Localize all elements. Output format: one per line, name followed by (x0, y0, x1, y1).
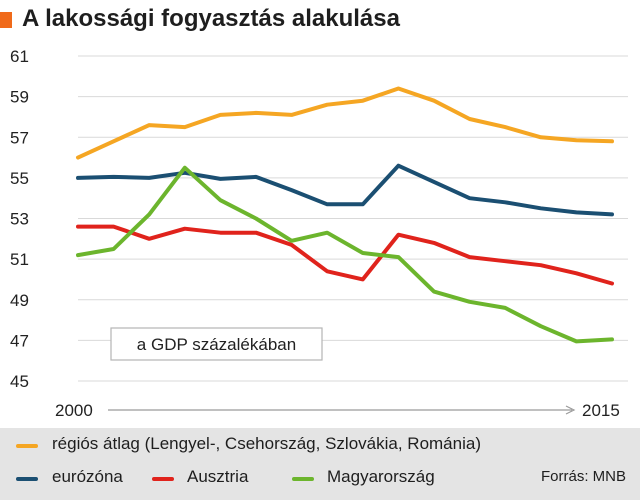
x-axis-arrowhead (565, 405, 576, 415)
y-tick-label: 57 (10, 128, 29, 147)
series-lines (76, 86, 614, 344)
series-line-eurozone (76, 163, 614, 217)
series-line-hungary (76, 165, 614, 344)
chart-title: A lakossági fogyasztás alakulása (22, 5, 400, 32)
title-bar: A lakossági fogyasztás alakulása (0, 0, 640, 40)
line-chart: 45 47 49 51 53 55 57 59 61 2000 2015 a GDP százal… (10, 47, 628, 420)
legend-swatch-regional (16, 444, 38, 448)
legend-label-austria: Ausztria (187, 467, 249, 486)
note-text: a GDP százalékában (137, 335, 296, 354)
y-tick-label: 47 (10, 331, 29, 350)
legend-swatch-austria (152, 477, 174, 481)
x-axis: 2000 2015 (55, 401, 620, 420)
note-box: a GDP százalékában (110, 327, 323, 361)
legend-swatch-hungary (292, 477, 314, 481)
title-accent-square (0, 12, 12, 28)
x-tick-label-start: 2000 (55, 401, 93, 420)
y-tick-label: 49 (10, 291, 29, 310)
legend-label-hungary: Magyarország (327, 467, 435, 486)
series-line-austria (76, 224, 614, 286)
series-line-regional (76, 86, 614, 160)
y-tick-label: 51 (10, 250, 29, 269)
y-tick-label: 53 (10, 210, 29, 229)
note-box-frame (110, 327, 323, 361)
y-tick-label: 45 (10, 372, 29, 391)
y-tick-label: 61 (10, 47, 29, 66)
legend-label-eurozone: eurózóna (52, 467, 123, 486)
legend-swatch-eurozone (16, 477, 38, 481)
x-tick-label-end: 2015 (582, 401, 620, 420)
y-tick-label: 59 (10, 88, 29, 107)
legend-label-regional: régiós átlag (Lengyel-, Csehország, Szlo… (52, 434, 481, 453)
legend: régiós átlag (Lengyel-, Csehország, Szlo… (0, 428, 640, 500)
y-axis-tick-labels: 45 47 49 51 53 55 57 59 61 (10, 47, 29, 391)
source-label: Forrás: MNB (540, 468, 626, 485)
y-tick-label: 55 (10, 169, 29, 188)
